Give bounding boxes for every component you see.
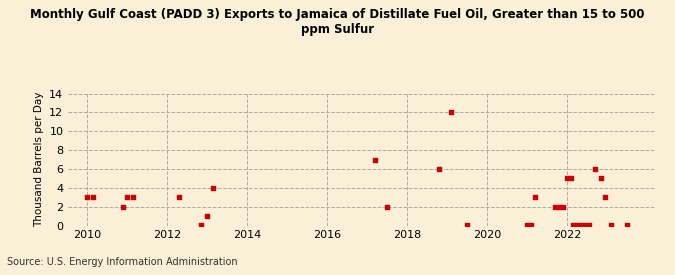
- Point: [566, 176, 576, 181]
- Point: [589, 167, 600, 171]
- Point: [572, 222, 583, 227]
- Point: [381, 204, 392, 209]
- Point: [568, 222, 578, 227]
- Point: [122, 195, 133, 199]
- Point: [605, 222, 616, 227]
- Text: Monthly Gulf Coast (PADD 3) Exports to Jamaica of Distillate Fuel Oil, Greater t: Monthly Gulf Coast (PADD 3) Exports to J…: [30, 8, 645, 36]
- Point: [529, 195, 540, 199]
- Point: [88, 195, 99, 199]
- Point: [446, 110, 456, 115]
- Point: [583, 222, 594, 227]
- Point: [549, 204, 560, 209]
- Point: [462, 222, 472, 227]
- Point: [522, 222, 533, 227]
- Point: [622, 222, 632, 227]
- Point: [554, 204, 564, 209]
- Point: [558, 204, 568, 209]
- Point: [433, 167, 444, 171]
- Point: [208, 186, 219, 190]
- Point: [118, 204, 129, 209]
- Point: [370, 157, 381, 162]
- Point: [128, 195, 139, 199]
- Point: [174, 195, 185, 199]
- Point: [82, 195, 93, 199]
- Point: [579, 222, 590, 227]
- Text: Source: U.S. Energy Information Administration: Source: U.S. Energy Information Administ…: [7, 257, 238, 267]
- Point: [202, 214, 213, 218]
- Point: [599, 195, 610, 199]
- Point: [562, 176, 572, 181]
- Point: [526, 222, 537, 227]
- Point: [576, 222, 587, 227]
- Point: [196, 222, 207, 227]
- Y-axis label: Thousand Barrels per Day: Thousand Barrels per Day: [34, 92, 44, 227]
- Point: [595, 176, 606, 181]
